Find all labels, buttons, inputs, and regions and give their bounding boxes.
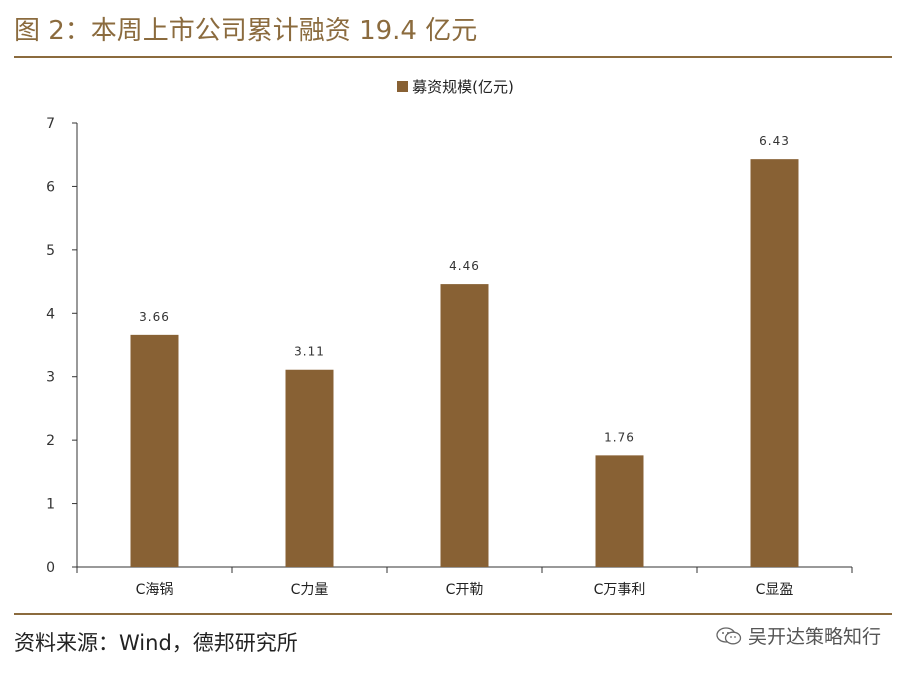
watermark: 吴开达策略知行 bbox=[716, 622, 881, 649]
legend-label: 募资规模(亿元) bbox=[412, 78, 514, 96]
chart-legend: 募资规模(亿元) bbox=[0, 76, 911, 97]
data-label: 6.43 bbox=[759, 134, 790, 148]
y-tick-label: 6 bbox=[46, 179, 55, 195]
y-tick-label: 5 bbox=[46, 243, 55, 259]
x-tick-label: C力量 bbox=[291, 582, 329, 598]
y-tick-label: 3 bbox=[46, 370, 55, 386]
y-tick-label: 4 bbox=[46, 306, 55, 322]
bar bbox=[750, 159, 799, 567]
y-tick-label: 0 bbox=[46, 560, 55, 576]
y-tick-label: 1 bbox=[46, 497, 55, 513]
data-label: 3.66 bbox=[139, 310, 170, 324]
y-tick-label: 7 bbox=[46, 116, 55, 132]
legend-swatch bbox=[397, 81, 409, 92]
x-tick-label: C万事利 bbox=[594, 582, 646, 598]
bar bbox=[595, 455, 644, 567]
bar-chart: 0 1 2 3 4 5 6 7 3.66 C海锅 3.11 C力量 4.46 C开勒 1.76 C万事利 6.4… bbox=[46, 116, 853, 598]
y-tick-label: 2 bbox=[46, 433, 55, 449]
bar bbox=[130, 334, 179, 567]
bar bbox=[440, 284, 489, 567]
source-note: 资料来源：Wind，德邦研究所 bbox=[14, 631, 298, 655]
data-label: 3.11 bbox=[294, 345, 325, 359]
figure-title: 图 2：本周上市公司累计融资 19.4 亿元 bbox=[14, 16, 478, 46]
watermark-text: 吴开达策略知行 bbox=[747, 626, 881, 648]
x-tick-label: C显盈 bbox=[756, 582, 794, 598]
bar bbox=[285, 369, 334, 567]
x-tick-label: C开勒 bbox=[446, 582, 484, 598]
x-tick-label: C海锅 bbox=[136, 582, 174, 598]
wechat-icon bbox=[716, 626, 742, 644]
data-label: 1.76 bbox=[604, 430, 635, 444]
footer-divider bbox=[14, 613, 892, 615]
data-label: 4.46 bbox=[449, 259, 480, 273]
title-divider bbox=[14, 56, 892, 58]
